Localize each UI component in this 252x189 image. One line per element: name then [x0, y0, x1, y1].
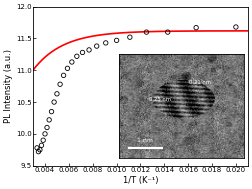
Point — [52, 101, 56, 104]
Point — [55, 92, 59, 95]
Point — [75, 55, 79, 58]
Point — [80, 51, 84, 54]
Point — [66, 67, 70, 70]
Point — [166, 31, 170, 34]
Point — [128, 36, 132, 39]
Point — [58, 83, 62, 86]
Point — [144, 31, 148, 34]
Point — [115, 39, 119, 42]
X-axis label: 1/T (K⁻¹): 1/T (K⁻¹) — [123, 176, 158, 185]
Point — [36, 150, 40, 153]
Point — [70, 60, 74, 64]
Point — [194, 26, 198, 29]
Point — [95, 45, 99, 48]
Point — [43, 132, 47, 135]
Point — [47, 118, 51, 121]
Point — [40, 144, 44, 147]
Point — [104, 41, 108, 44]
Point — [35, 146, 39, 149]
Point — [38, 148, 42, 151]
Point — [49, 110, 53, 113]
Y-axis label: PL Intensity (a.u.): PL Intensity (a.u.) — [4, 49, 13, 123]
Point — [234, 26, 238, 29]
Point — [45, 126, 49, 129]
Point — [41, 139, 45, 142]
Point — [87, 48, 91, 51]
Point — [61, 74, 66, 77]
